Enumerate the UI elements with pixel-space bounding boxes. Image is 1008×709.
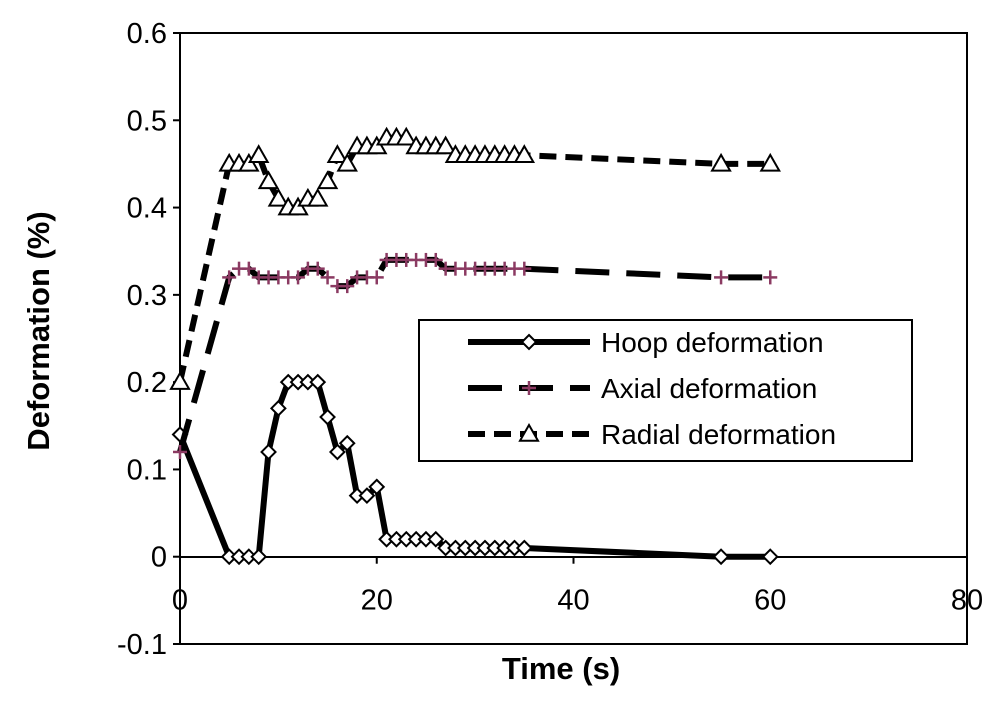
- diamond-marker: [712, 548, 730, 566]
- diamond-marker: [515, 539, 533, 557]
- triangle-marker: [513, 144, 536, 163]
- legend-label: Axial deformation: [601, 373, 817, 404]
- diamond-marker: [250, 548, 268, 566]
- x-tick-label: 40: [557, 585, 589, 617]
- series-radial-deformation: [169, 126, 781, 390]
- diamond-marker: [338, 434, 356, 452]
- x-axis-title: Time (s): [502, 651, 620, 686]
- legend-label: Hoop deformation: [601, 327, 824, 358]
- plus-marker: [310, 261, 325, 276]
- plus-marker: [763, 270, 778, 285]
- triangle-marker: [307, 187, 329, 207]
- y-tick-label: 0.3: [127, 280, 167, 312]
- x-tick-label: 60: [754, 585, 786, 617]
- triangle-marker: [316, 170, 339, 190]
- x-tick-label: 20: [361, 585, 393, 617]
- triangle-marker: [169, 371, 191, 390]
- y-tick-label: 0.2: [127, 367, 167, 399]
- plus-marker: [222, 270, 237, 285]
- plus-marker: [369, 270, 384, 285]
- series-hoop-deformation: [171, 373, 779, 566]
- diamond-marker: [309, 373, 327, 391]
- diamond-marker: [358, 487, 376, 505]
- triangle-marker: [434, 135, 457, 155]
- diamond-marker: [427, 530, 445, 548]
- plus-marker: [173, 444, 187, 459]
- series-layer: [169, 126, 781, 566]
- y-tick-label: 0.5: [127, 105, 167, 137]
- x-tick-label: 80: [951, 585, 983, 617]
- diamond-marker: [269, 399, 287, 417]
- triangle-marker: [710, 152, 732, 172]
- y-axis-title: Deformation (%): [21, 211, 56, 450]
- y-tick-label: 0: [151, 542, 167, 574]
- triangle-marker: [257, 170, 280, 190]
- plus-marker: [522, 381, 536, 395]
- diamond-marker: [319, 408, 336, 426]
- triangle-marker: [336, 152, 358, 172]
- y-tick-label: 0.1: [127, 454, 167, 486]
- plus-marker: [291, 270, 306, 285]
- plus-marker: [320, 270, 335, 285]
- diamond-marker: [260, 443, 277, 461]
- y-tick-label: -0.1: [117, 629, 167, 661]
- x-axis-ticks: 0 20 40 60 80: [172, 556, 983, 617]
- plus-marker: [241, 261, 256, 276]
- y-axis-ticks: -0.1 0 0.1 0.2 0.3 0.4 0.5 0.6: [117, 18, 180, 661]
- triangle-marker: [759, 152, 781, 172]
- triangle-marker: [247, 144, 270, 163]
- x-tick-label: 0: [172, 585, 188, 617]
- series-axial-deformation: [173, 252, 778, 459]
- plus-marker: [428, 252, 443, 267]
- triangle-marker: [326, 144, 349, 163]
- triangle-marker: [395, 126, 417, 146]
- legend: Hoop deformation Axial deformation Radial …: [418, 319, 913, 462]
- y-tick-label: 0.6: [127, 18, 167, 50]
- diamond-marker: [520, 333, 538, 351]
- diamond-marker: [761, 548, 779, 566]
- plus-marker: [340, 279, 355, 294]
- y-tick-label: 0.4: [127, 193, 167, 225]
- legend-label: Radial deformation: [601, 419, 836, 450]
- plus-marker: [517, 261, 532, 276]
- diamond-marker: [328, 443, 346, 461]
- plus-marker: [714, 270, 729, 285]
- diamond-marker: [368, 478, 386, 496]
- triangle-marker: [267, 187, 290, 207]
- triangle-marker: [518, 422, 540, 442]
